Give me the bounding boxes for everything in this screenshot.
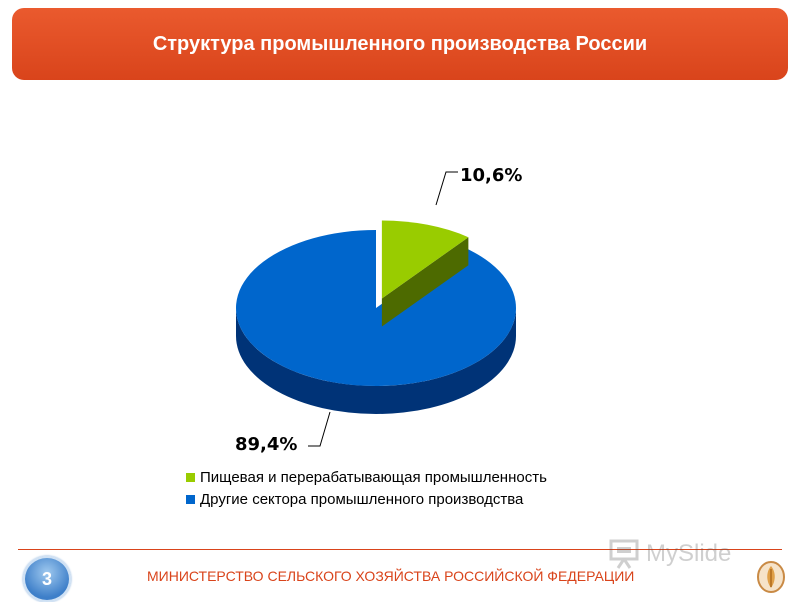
leader-line-0 <box>435 171 458 206</box>
legend-swatch-other <box>186 494 195 504</box>
pie-slice-top-0 <box>381 220 469 299</box>
legend-label-food: Пищевая и перерабатывающая промышленност… <box>200 468 547 486</box>
page-title: Структура промышленного производства Рос… <box>152 32 648 55</box>
projector-icon <box>609 539 639 569</box>
data-label-1: 89,4% <box>235 434 297 455</box>
leader-line-1 <box>308 411 331 447</box>
legend: Пищевая и перерабатывающая промышленност… <box>186 466 547 510</box>
footer-divider <box>18 549 782 550</box>
legend-item-food: Пищевая и перерабатывающая промышленност… <box>186 466 547 488</box>
title-banner: Структура промышленного производства Рос… <box>12 8 788 80</box>
data-label-0: 10,6% <box>460 165 522 186</box>
pie-slice-0 <box>381 220 469 327</box>
pie-slice-side-1 <box>236 308 516 414</box>
page-number-badge: 3 <box>23 556 71 602</box>
pie-slice-top-1 <box>236 230 516 387</box>
legend-item-other: Другие сектора промышленного производств… <box>186 488 547 510</box>
pie-slice-1 <box>236 230 516 414</box>
ministry-name: МИНИСТЕРСТВО СЕЛЬСКОГО ХОЗЯЙСТВА РОССИЙС… <box>147 568 635 584</box>
watermark: MySlide <box>608 536 731 572</box>
pie-slice-cut-0 <box>381 237 469 327</box>
legend-label-other: Другие сектора промышленного производств… <box>200 490 524 508</box>
ministry-emblem-icon <box>757 561 785 593</box>
watermark-text: MySlide <box>646 540 732 567</box>
legend-swatch-food <box>186 472 195 482</box>
page-number: 3 <box>41 568 52 589</box>
